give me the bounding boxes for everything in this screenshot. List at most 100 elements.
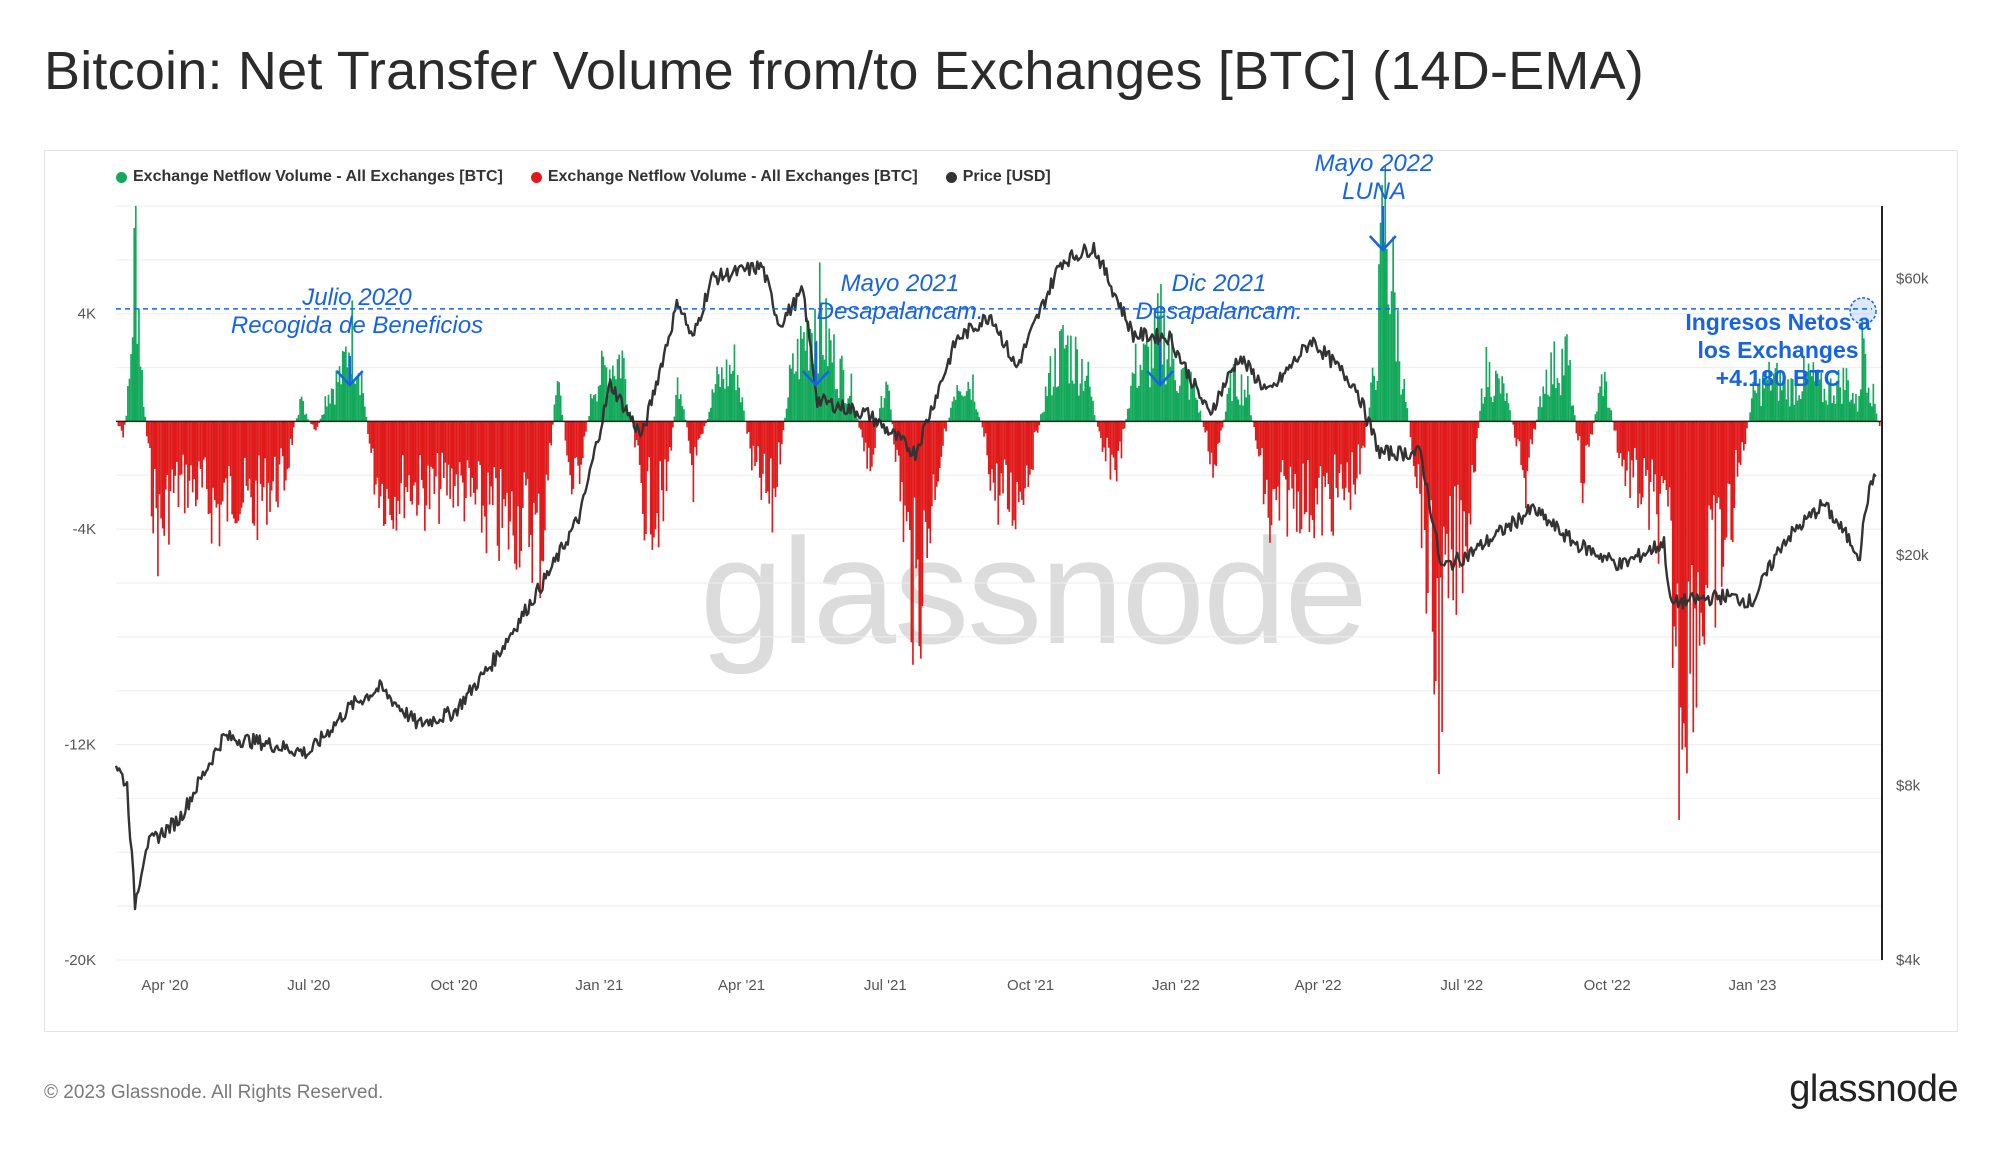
inflow-bar — [1872, 383, 1875, 422]
outflow-bar — [420, 421, 423, 480]
inflow-bar — [131, 337, 134, 422]
outflow-bar — [510, 421, 513, 492]
inflow-bar — [302, 401, 305, 422]
outflow-bar — [123, 421, 126, 425]
gridlines — [116, 205, 1882, 961]
legend-label-outflow: Exchange Netflow Volume - All Exchanges … — [547, 168, 918, 185]
outflow-bar — [1583, 421, 1586, 484]
outflow-bar — [409, 421, 412, 502]
footer-logo[interactable]: glassnode — [1789, 1068, 1958, 1110]
inflow-bar — [798, 379, 801, 422]
inflow-bar — [807, 370, 810, 422]
legend[interactable]: Exchange Netflow Volume - All Exchanges … — [116, 168, 1051, 186]
outflow-bar — [667, 421, 669, 462]
inflow-bar — [725, 359, 728, 422]
inflow-bar — [333, 404, 336, 422]
inflow-bar — [1226, 393, 1229, 422]
outflow-bar — [1003, 421, 1006, 460]
outflow-bar — [387, 421, 390, 499]
inflow-bar — [728, 364, 731, 422]
outflow-bar — [1316, 421, 1319, 505]
outflow-bar — [664, 421, 666, 460]
inflow-bar — [1851, 393, 1854, 422]
inflow-bar — [1389, 314, 1391, 422]
outflow-bar — [749, 421, 752, 449]
outflow-bar — [1725, 421, 1728, 538]
outflow-bar — [163, 421, 166, 536]
inflow-bar — [345, 346, 347, 422]
outflow-bar — [1472, 421, 1475, 473]
outflow-bar — [533, 421, 535, 503]
outflow-bar — [1615, 421, 1617, 431]
outflow-bar — [122, 421, 124, 438]
inflow-bar — [1752, 381, 1755, 422]
outflow-bar — [1727, 421, 1729, 484]
outflow-bar — [1254, 421, 1257, 441]
inflow-bar — [1179, 385, 1181, 422]
inflow-bar — [1763, 388, 1766, 422]
inflow-bar — [1858, 395, 1860, 422]
inflow-bar — [1536, 419, 1538, 422]
inflow-bar — [953, 396, 955, 422]
outflow-bar — [261, 421, 263, 501]
outflow-bar — [653, 421, 655, 538]
inflow-bar — [348, 352, 350, 422]
x-tick-label: Jan '22 — [1152, 977, 1200, 994]
inflow-bar — [1784, 376, 1786, 422]
inflow-bar — [608, 369, 611, 422]
inflow-bar — [1393, 292, 1396, 422]
inflow-bar — [596, 401, 598, 422]
inflow-bar — [1171, 333, 1173, 422]
inflow-bar — [1796, 400, 1799, 422]
legend-item-price[interactable]: Price [USD] — [945, 168, 1051, 186]
chart-frame — [44, 150, 1958, 1032]
outflow-bar — [281, 421, 284, 457]
legend-dot-black — [945, 171, 957, 183]
outflow-bar — [179, 421, 181, 476]
inflow-bar — [954, 399, 957, 422]
outflow-bar — [245, 421, 248, 486]
inflow-bar — [678, 399, 680, 422]
outflow-bar — [929, 421, 932, 544]
legend-item-outflow[interactable]: Exchange Netflow Volume - All Exchanges … — [530, 168, 918, 186]
outflow-bar — [569, 421, 572, 476]
outflow-bar — [488, 421, 491, 505]
legend-dot-red — [530, 171, 542, 183]
inflow-bar — [1863, 338, 1865, 422]
x-tick-label: Oct '21 — [1007, 977, 1054, 994]
outflow-bar — [1700, 421, 1703, 613]
inflow-bar — [1400, 394, 1402, 422]
outflow-bar — [1634, 421, 1636, 448]
outflow-bar — [1002, 421, 1004, 494]
outflow-bar — [997, 421, 1000, 525]
inflow-bar — [1483, 397, 1486, 422]
inflow-bar — [852, 408, 854, 422]
outflow-bar — [1515, 421, 1518, 447]
inflow-bar — [724, 388, 726, 422]
outflow-bar — [869, 421, 872, 472]
outflow-bar — [689, 421, 692, 454]
outflow-bar — [187, 421, 189, 508]
outflow-bar — [408, 421, 410, 476]
legend-item-inflow[interactable]: Exchange Netflow Volume - All Exchanges … — [116, 168, 503, 186]
inflow-bar — [1859, 389, 1862, 422]
inflow-bar — [130, 354, 132, 422]
outflow-bar — [504, 421, 507, 507]
outflow-bar — [1681, 421, 1684, 750]
outflow-bar — [1724, 421, 1726, 540]
outflow-bar — [224, 421, 227, 479]
outflow-bar — [1709, 421, 1712, 510]
outflow-bar — [755, 421, 758, 462]
inflow-bar — [340, 384, 342, 422]
outflow-bar — [637, 421, 639, 446]
inflow-bar — [878, 408, 881, 422]
outflow-bar — [236, 421, 238, 524]
outflow-bar — [544, 421, 546, 531]
outflow-bar — [155, 421, 158, 509]
outflow-bar — [269, 421, 271, 512]
inflow-bar — [1755, 393, 1758, 422]
inflow-bar — [1594, 414, 1597, 422]
outflow-bar — [1324, 421, 1327, 487]
inflow-bar — [967, 381, 970, 422]
outflow-bar — [1697, 421, 1699, 573]
